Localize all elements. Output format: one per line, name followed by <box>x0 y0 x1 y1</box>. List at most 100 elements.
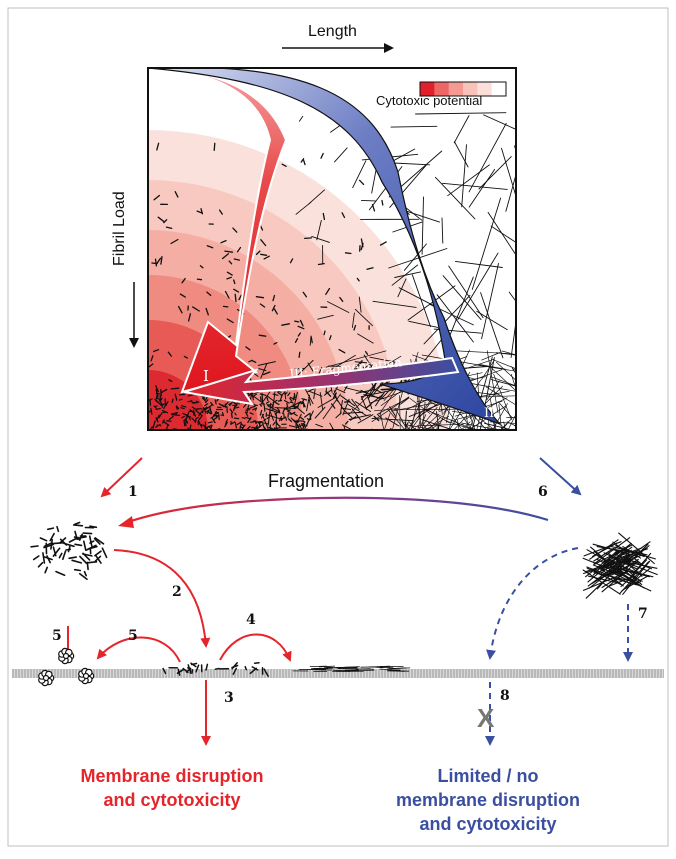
fibril <box>157 425 161 426</box>
fragment <box>31 546 38 547</box>
fibril-fragment-cluster <box>31 523 107 580</box>
fibril <box>361 200 375 201</box>
fibril <box>155 406 157 407</box>
toxic-outcome-line2: and cytotoxicity <box>103 790 240 810</box>
fragment <box>75 570 81 571</box>
fibril <box>171 388 178 389</box>
fibril <box>512 369 546 374</box>
fragment <box>40 538 46 541</box>
fragment <box>69 546 71 552</box>
fibril <box>190 425 191 428</box>
fragment <box>88 562 96 563</box>
fibril <box>234 418 238 419</box>
fragment <box>84 541 86 550</box>
x-axis-label: Length <box>308 23 357 40</box>
fragment <box>51 540 52 549</box>
fragmentation-arrowhead <box>118 516 134 528</box>
pathway-i-label: I <box>203 367 209 385</box>
blocked-x-icon: X <box>477 703 495 733</box>
fibril <box>242 418 245 419</box>
membrane-fragment <box>192 664 197 665</box>
fibril <box>232 413 233 417</box>
fibril <box>224 306 228 307</box>
legend-label: Cytotoxic potential <box>376 93 482 108</box>
fragment <box>102 548 106 557</box>
fragment <box>43 553 45 563</box>
fibril <box>203 408 204 413</box>
oligomer-aggregates <box>39 648 94 685</box>
fibril <box>515 193 547 224</box>
membrane-fibril <box>371 667 390 668</box>
fibril <box>520 406 569 453</box>
blue-dashed-arc-arrow <box>490 548 578 658</box>
fibril <box>324 331 325 335</box>
membrane-fibril <box>345 670 359 671</box>
step-4-arrow <box>220 635 290 661</box>
fragment <box>85 572 87 576</box>
fibril <box>515 426 560 433</box>
fibril <box>216 415 217 418</box>
fibril <box>286 417 287 420</box>
fragment <box>56 572 65 576</box>
fragment <box>75 523 80 525</box>
fragment <box>59 553 61 557</box>
step-5-number-a: 5 <box>52 628 62 644</box>
step-4-number: 4 <box>246 612 256 628</box>
fibril <box>303 425 304 428</box>
membrane-fragment <box>215 669 219 670</box>
fibril <box>172 399 173 402</box>
fibril <box>296 423 297 443</box>
step-3-number: 3 <box>224 690 234 706</box>
pathway-ii-label: II <box>484 406 494 421</box>
fibril <box>319 264 325 265</box>
step-5-arc-arrow <box>98 637 180 662</box>
fragment <box>83 533 91 534</box>
membrane-fragment <box>245 667 246 670</box>
fibril <box>401 428 416 486</box>
fibril <box>284 414 285 418</box>
fibril <box>516 371 538 411</box>
fragmentation-label: Fragmentation <box>268 471 384 491</box>
fragmentation-curve-arrow <box>128 498 548 522</box>
fibril <box>261 397 262 401</box>
fibril <box>214 143 215 150</box>
fibril <box>519 422 527 480</box>
legend-swatch <box>492 82 507 96</box>
long-fibril-bundle <box>583 533 657 598</box>
fibril <box>517 421 546 469</box>
fibril-plot-panel: I II III: Fragmentation Cytotoxic potent… <box>0 67 575 730</box>
fibril <box>289 412 291 413</box>
step-5-number-b: 5 <box>128 628 138 644</box>
fibril <box>180 399 182 400</box>
fibril <box>305 238 312 239</box>
fragment <box>34 556 39 560</box>
fragment <box>39 563 43 567</box>
fragment <box>90 536 92 546</box>
fragment <box>69 557 76 558</box>
step-8-number: 8 <box>500 688 510 704</box>
fibril <box>197 279 201 280</box>
nontoxic-outcome-line3: and cytotoxicity <box>419 814 556 834</box>
fibril <box>195 419 196 422</box>
oligomer-core <box>64 654 69 659</box>
fragment <box>45 567 47 572</box>
fibril <box>184 421 185 426</box>
fibril <box>235 294 236 301</box>
fragment <box>72 560 81 563</box>
fibril <box>193 403 197 404</box>
fragment <box>87 562 88 569</box>
fibril <box>382 201 383 206</box>
membrane-fragment <box>192 670 193 673</box>
fibril <box>517 357 546 413</box>
fibril <box>208 422 212 423</box>
fibril <box>231 422 232 424</box>
fibril <box>301 424 305 425</box>
oligomer-core <box>44 676 49 681</box>
fibril <box>150 400 151 406</box>
fibril <box>299 352 300 357</box>
membrane-fibril <box>387 668 410 669</box>
fragment <box>63 551 66 559</box>
step-6-number: 6 <box>538 484 548 500</box>
